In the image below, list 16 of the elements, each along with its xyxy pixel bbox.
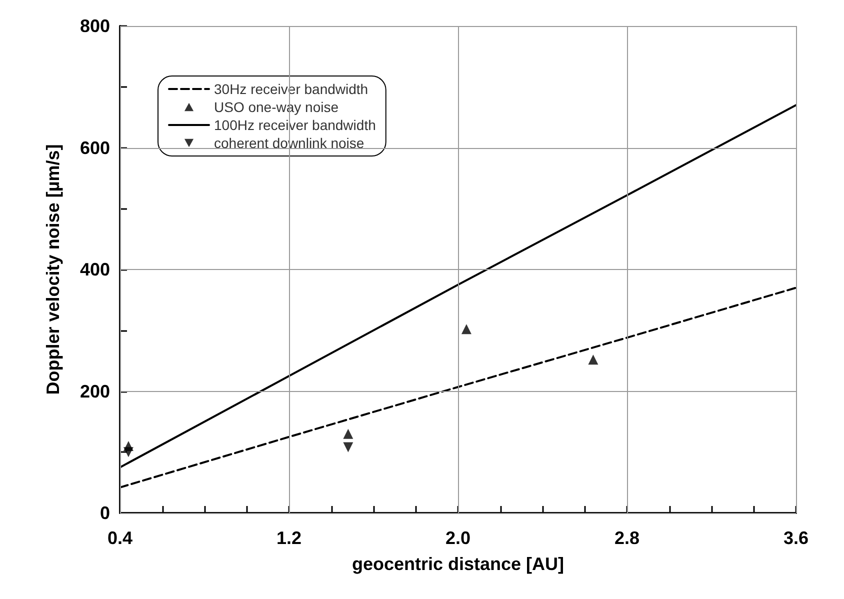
x-tick-label: 0.4: [107, 528, 133, 548]
y-tick-label: 800: [80, 16, 110, 36]
y-tick-label: 200: [80, 381, 110, 402]
x-tick-label: 2.0: [445, 528, 471, 548]
x-tick-label: 2.8: [614, 528, 640, 548]
legend-label: 100Hz receiver bandwidth: [214, 117, 376, 133]
legend-label: coherent downlink noise: [214, 135, 364, 151]
legend-label: 30Hz receiver bandwidth: [214, 81, 368, 97]
y-tick-label: 400: [80, 260, 110, 280]
y-axis-title: Doppler velocity noise [µm/s]: [43, 144, 63, 395]
x-tick-label: 3.6: [783, 528, 809, 548]
x-tick-label: 1.2: [276, 528, 302, 548]
legend-label: USO one-way noise: [214, 99, 339, 115]
y-tick-label: 600: [80, 138, 110, 158]
y-tick-label: 0: [100, 503, 110, 523]
x-axis-title: geocentric distance [AU]: [352, 554, 564, 574]
